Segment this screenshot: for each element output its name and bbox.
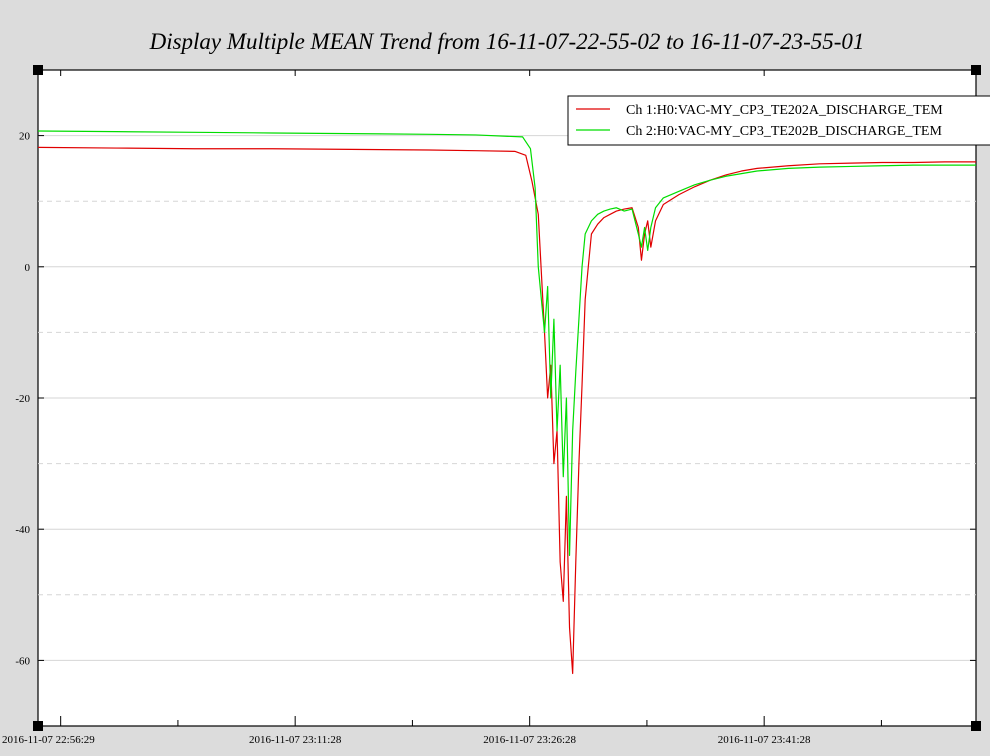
legend-label-ch1: Ch 1:H0:VAC-MY_CP3_TE202A_DISCHARGE_TEM <box>626 103 943 118</box>
corner-handle <box>33 721 43 731</box>
y-tick-label: -60 <box>15 655 30 667</box>
series-line-ch2 <box>37 130 976 557</box>
legend-label-ch2: Ch 2:H0:VAC-MY_CP3_TE202B_DISCHARGE_TEM <box>626 124 942 139</box>
axis-layer: 20 0 -20 -40 -60 2016-11-07 22:56:29 2016-11-0… <box>2 70 976 746</box>
series-layer <box>37 130 976 675</box>
series-line-ch1 <box>37 146 976 675</box>
legend: Ch 1:H0:VAC-MY_CP3_TE202A_DISCHARGE_TEM … <box>567 95 990 146</box>
x-tick-label: 2016-11-07 23:26:28 <box>483 734 576 746</box>
legend-box <box>567 95 990 146</box>
y-tick-label: -20 <box>15 393 30 405</box>
y-tick-label: -40 <box>15 524 30 536</box>
x-tick-label: 2016-11-07 23:41:28 <box>718 734 811 746</box>
x-tick-label: 2016-11-07 23:11:28 <box>249 734 342 746</box>
chart-title: Display Multiple MEAN Trend from 16-11-0… <box>149 29 865 54</box>
y-tick-label: 0 <box>25 262 31 274</box>
corner-handle <box>971 65 981 75</box>
x-tick-label: 2016-11-07 22:56:29 <box>2 734 95 746</box>
corner-handle <box>971 721 981 731</box>
y-tick-label: 20 <box>19 131 31 143</box>
corner-handle <box>33 65 43 75</box>
corner-handles <box>33 65 981 731</box>
